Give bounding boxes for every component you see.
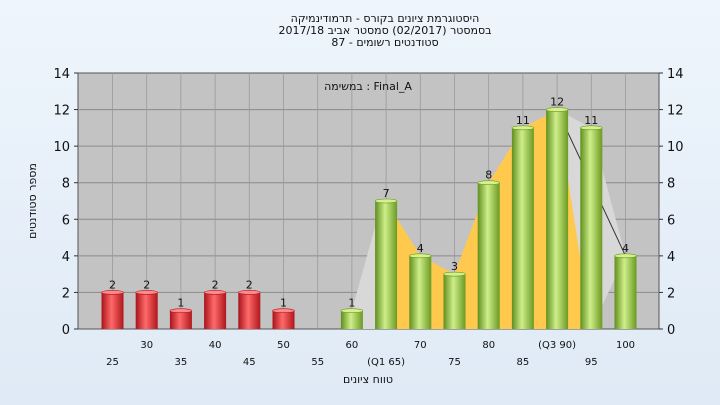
x-tick-label: 95 — [585, 357, 598, 368]
x-tick-label: (Q1 65) — [367, 357, 405, 368]
y-tick-label: 8 — [667, 177, 675, 192]
x-tick-label: 35 — [175, 357, 188, 368]
bar — [580, 127, 603, 329]
x-tick-label: 45 — [243, 357, 256, 368]
bar-top — [477, 180, 501, 186]
data-label: 2 — [143, 278, 150, 291]
x-tick-label: 55 — [311, 357, 324, 368]
bar — [238, 292, 261, 329]
chart-annotation: במשימה : Final_A — [324, 80, 412, 93]
bar-top — [101, 290, 124, 295]
bar-top — [203, 290, 227, 295]
bar — [204, 292, 227, 329]
chart-title-line-3: סטודנטים רשומים - 87 — [331, 36, 438, 49]
band-tail-left — [351, 226, 376, 329]
bars — [101, 107, 637, 329]
data-label: 1 — [280, 297, 287, 310]
bar-top — [135, 290, 158, 295]
x-axis: 25 30 35 40 45 50 55 60 (Q1 65) 70 75 80 85 (Q3 90) 95… — [106, 340, 635, 368]
bar-top — [408, 253, 432, 259]
chart-title: היסטוגרמת ציונים בקורס - תרמודינמיקה בסמ… — [278, 12, 491, 49]
bar — [546, 109, 569, 329]
bar — [169, 310, 192, 329]
y-tick-label: 0 — [62, 323, 70, 338]
x-tick-label: 100 — [616, 340, 635, 351]
bar-top — [614, 253, 637, 259]
bar — [409, 255, 432, 329]
y-tick-label: 12 — [667, 104, 684, 119]
y-tick-label: 14 — [667, 67, 684, 82]
data-label: 12 — [550, 96, 564, 109]
data-label: 11 — [516, 114, 530, 127]
data-label: 2 — [109, 278, 116, 291]
x-tick-label: 75 — [448, 357, 461, 368]
bar-top — [340, 308, 364, 314]
bar-top — [272, 308, 295, 314]
y-axis-right: 0 2 4 6 8 10 12 14 — [659, 67, 684, 338]
data-label: 2 — [212, 278, 219, 291]
x-tick-label: 50 — [277, 340, 290, 351]
bar-top — [545, 107, 569, 112]
y-tick-label: 0 — [667, 323, 675, 338]
data-label: 1 — [177, 297, 184, 310]
bar-top — [511, 125, 535, 131]
bar-top — [443, 271, 466, 277]
bar — [272, 310, 295, 329]
data-label: 7 — [383, 187, 390, 200]
y-axis-label: מספר סטודנטים — [26, 163, 39, 239]
y-tick-label: 2 — [667, 286, 675, 301]
y-tick-label: 10 — [53, 140, 70, 155]
bar — [135, 292, 158, 329]
y-tick-label: 2 — [62, 286, 70, 301]
x-tick-label: 60 — [346, 340, 359, 351]
x-axis-label: טווח ציונים — [343, 373, 393, 386]
y-tick-label: 10 — [667, 140, 684, 155]
x-tick-label: 80 — [482, 340, 495, 351]
bar-top — [374, 198, 398, 204]
x-tick-label: 40 — [209, 340, 222, 351]
bar — [101, 292, 124, 329]
data-label: 4 — [622, 242, 629, 255]
x-tick-label: 30 — [140, 340, 153, 351]
y-tick-label: 4 — [667, 250, 675, 265]
bar — [511, 127, 534, 329]
data-label: 11 — [584, 114, 598, 127]
bar — [614, 255, 637, 329]
x-tick-label: 85 — [517, 357, 530, 368]
data-label: 1 — [348, 297, 355, 310]
bar — [375, 201, 398, 329]
y-tick-label: 8 — [62, 177, 70, 192]
data-label: 2 — [246, 278, 253, 291]
bar — [443, 274, 466, 329]
data-label: 4 — [417, 242, 424, 255]
x-tick-label: 70 — [414, 340, 427, 351]
chart-title-line-2: בסמסטר (02/2017) סמסטר אביב 2017/18 — [278, 24, 491, 37]
y-tick-label: 6 — [62, 213, 70, 228]
x-tick-label: 25 — [106, 357, 119, 368]
data-label: 8 — [485, 169, 492, 182]
bar — [340, 310, 363, 329]
y-tick-label: 6 — [667, 213, 675, 228]
chart-title-line-1: היסטוגרמת ציונים בקורס - תרמודינמיקה — [291, 12, 480, 25]
y-tick-label: 4 — [62, 250, 70, 265]
bar-top — [238, 290, 261, 295]
bar — [477, 182, 500, 329]
bar-top — [579, 125, 603, 131]
bar-top — [169, 308, 193, 314]
x-tick-label: (Q3 90) — [538, 340, 576, 351]
y-tick-label: 12 — [53, 104, 70, 119]
y-axis-left: 0 2 4 6 8 10 12 14 — [53, 67, 78, 338]
data-label: 3 — [451, 260, 458, 273]
y-tick-label: 14 — [53, 67, 70, 82]
